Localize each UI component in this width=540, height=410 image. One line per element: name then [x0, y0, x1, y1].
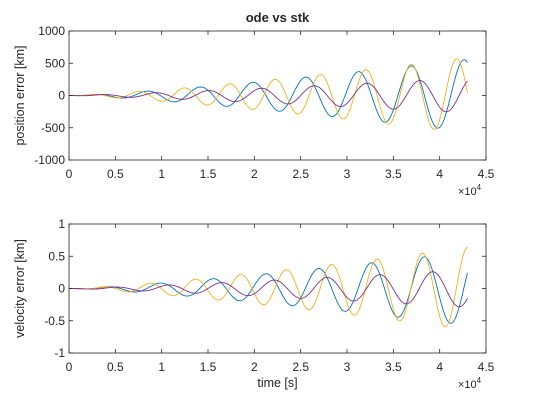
- position-error-series-layer: [68, 58, 468, 130]
- position-error-x-tick-label: 1: [158, 167, 165, 181]
- position-error-series-3-line: [68, 58, 468, 130]
- position-error-x-exponent-power: 4: [477, 183, 482, 192]
- velocity-error-y-label: velocity error [km]: [13, 239, 27, 338]
- position-error-x-tick-label: 2: [251, 167, 258, 181]
- velocity-error-ticks: 0 0.5 1 1.5 2 2.5 3 3.5 4 4.5 1 0.5 0 -0.5 -1: [44, 217, 494, 374]
- velocity-error-y-tick-label: 0: [58, 282, 65, 296]
- velocity-error-x-tick-label: 0: [66, 360, 73, 374]
- velocity-error-axes: 0 0.5 1 1.5 2 2.5 3 3.5 4 4.5 1 0.5 0 -0.5 -1 time [s]…: [13, 217, 495, 391]
- position-error-x-tick-label: 4.5: [478, 167, 495, 181]
- velocity-error-y-tick-label: -1: [54, 346, 65, 360]
- velocity-error-x-tick-label: 3: [344, 360, 351, 374]
- velocity-error-x-tick-label: 2.5: [292, 360, 309, 374]
- position-error-plot-area: [69, 31, 486, 160]
- position-error-series-4-line: [69, 80, 468, 113]
- position-error-x-tick-label: 4: [436, 167, 443, 181]
- velocity-error-x-exponent-power: 4: [477, 376, 482, 385]
- velocity-error-x-tick-label: 1: [158, 360, 165, 374]
- velocity-error-x-tick-label: 1.5: [200, 360, 217, 374]
- position-error-series-1-line: [68, 59, 468, 129]
- velocity-error-series-4-line: [69, 271, 468, 308]
- position-error-y-tick-label: 1000: [38, 24, 65, 38]
- position-error-y-tick-label: 0: [58, 89, 65, 103]
- velocity-error-series-layer: [69, 246, 468, 328]
- velocity-error-x-label: time [s]: [257, 376, 297, 390]
- position-error-x-exponent-base: ×10: [458, 186, 477, 198]
- position-error-x-tick-label: 0.5: [107, 167, 124, 181]
- velocity-error-series-1-line: [69, 256, 468, 324]
- velocity-error-x-tick-label: 0.5: [107, 360, 124, 374]
- position-error-ticks: 0 0.5 1 1.5 2 2.5 3 3.5 4 4.5 1000 500 0 -500 -1000: [34, 24, 494, 181]
- velocity-error-plot-area: [69, 224, 486, 353]
- position-error-x-tick-label: 2.5: [292, 167, 309, 181]
- position-error-y-label: position error [km]: [13, 45, 27, 145]
- chart-title: ode vs stk: [246, 10, 310, 25]
- velocity-error-x-exponent-base: ×10: [458, 379, 477, 391]
- position-error-y-tick-label: -1000: [34, 153, 65, 167]
- velocity-error-x-tick-label: 3.5: [385, 360, 402, 374]
- position-error-x-tick-label: 1.5: [200, 167, 217, 181]
- position-error-x-tick-label: 3: [344, 167, 351, 181]
- position-error-x-tick-label: 0: [66, 167, 73, 181]
- velocity-error-y-tick-label: 0.5: [48, 249, 65, 263]
- position-error-x-tick-label: 3.5: [385, 167, 402, 181]
- position-error-x-exponent: ×104: [458, 183, 482, 198]
- velocity-error-x-tick-label: 2: [251, 360, 258, 374]
- velocity-error-y-tick-label: -0.5: [44, 314, 65, 328]
- position-error-axes: 0 0.5 1 1.5 2 2.5 3 3.5 4 4.5 1000 500 0 -500 -1000 od…: [13, 10, 495, 198]
- position-error-y-tick-label: -500: [41, 121, 65, 135]
- velocity-error-x-tick-label: 4: [436, 360, 443, 374]
- velocity-error-x-exponent: ×104: [458, 376, 482, 391]
- velocity-error-y-tick-label: 1: [58, 217, 65, 231]
- position-error-y-tick-label: 500: [45, 56, 65, 70]
- velocity-error-x-tick-label: 4.5: [478, 360, 495, 374]
